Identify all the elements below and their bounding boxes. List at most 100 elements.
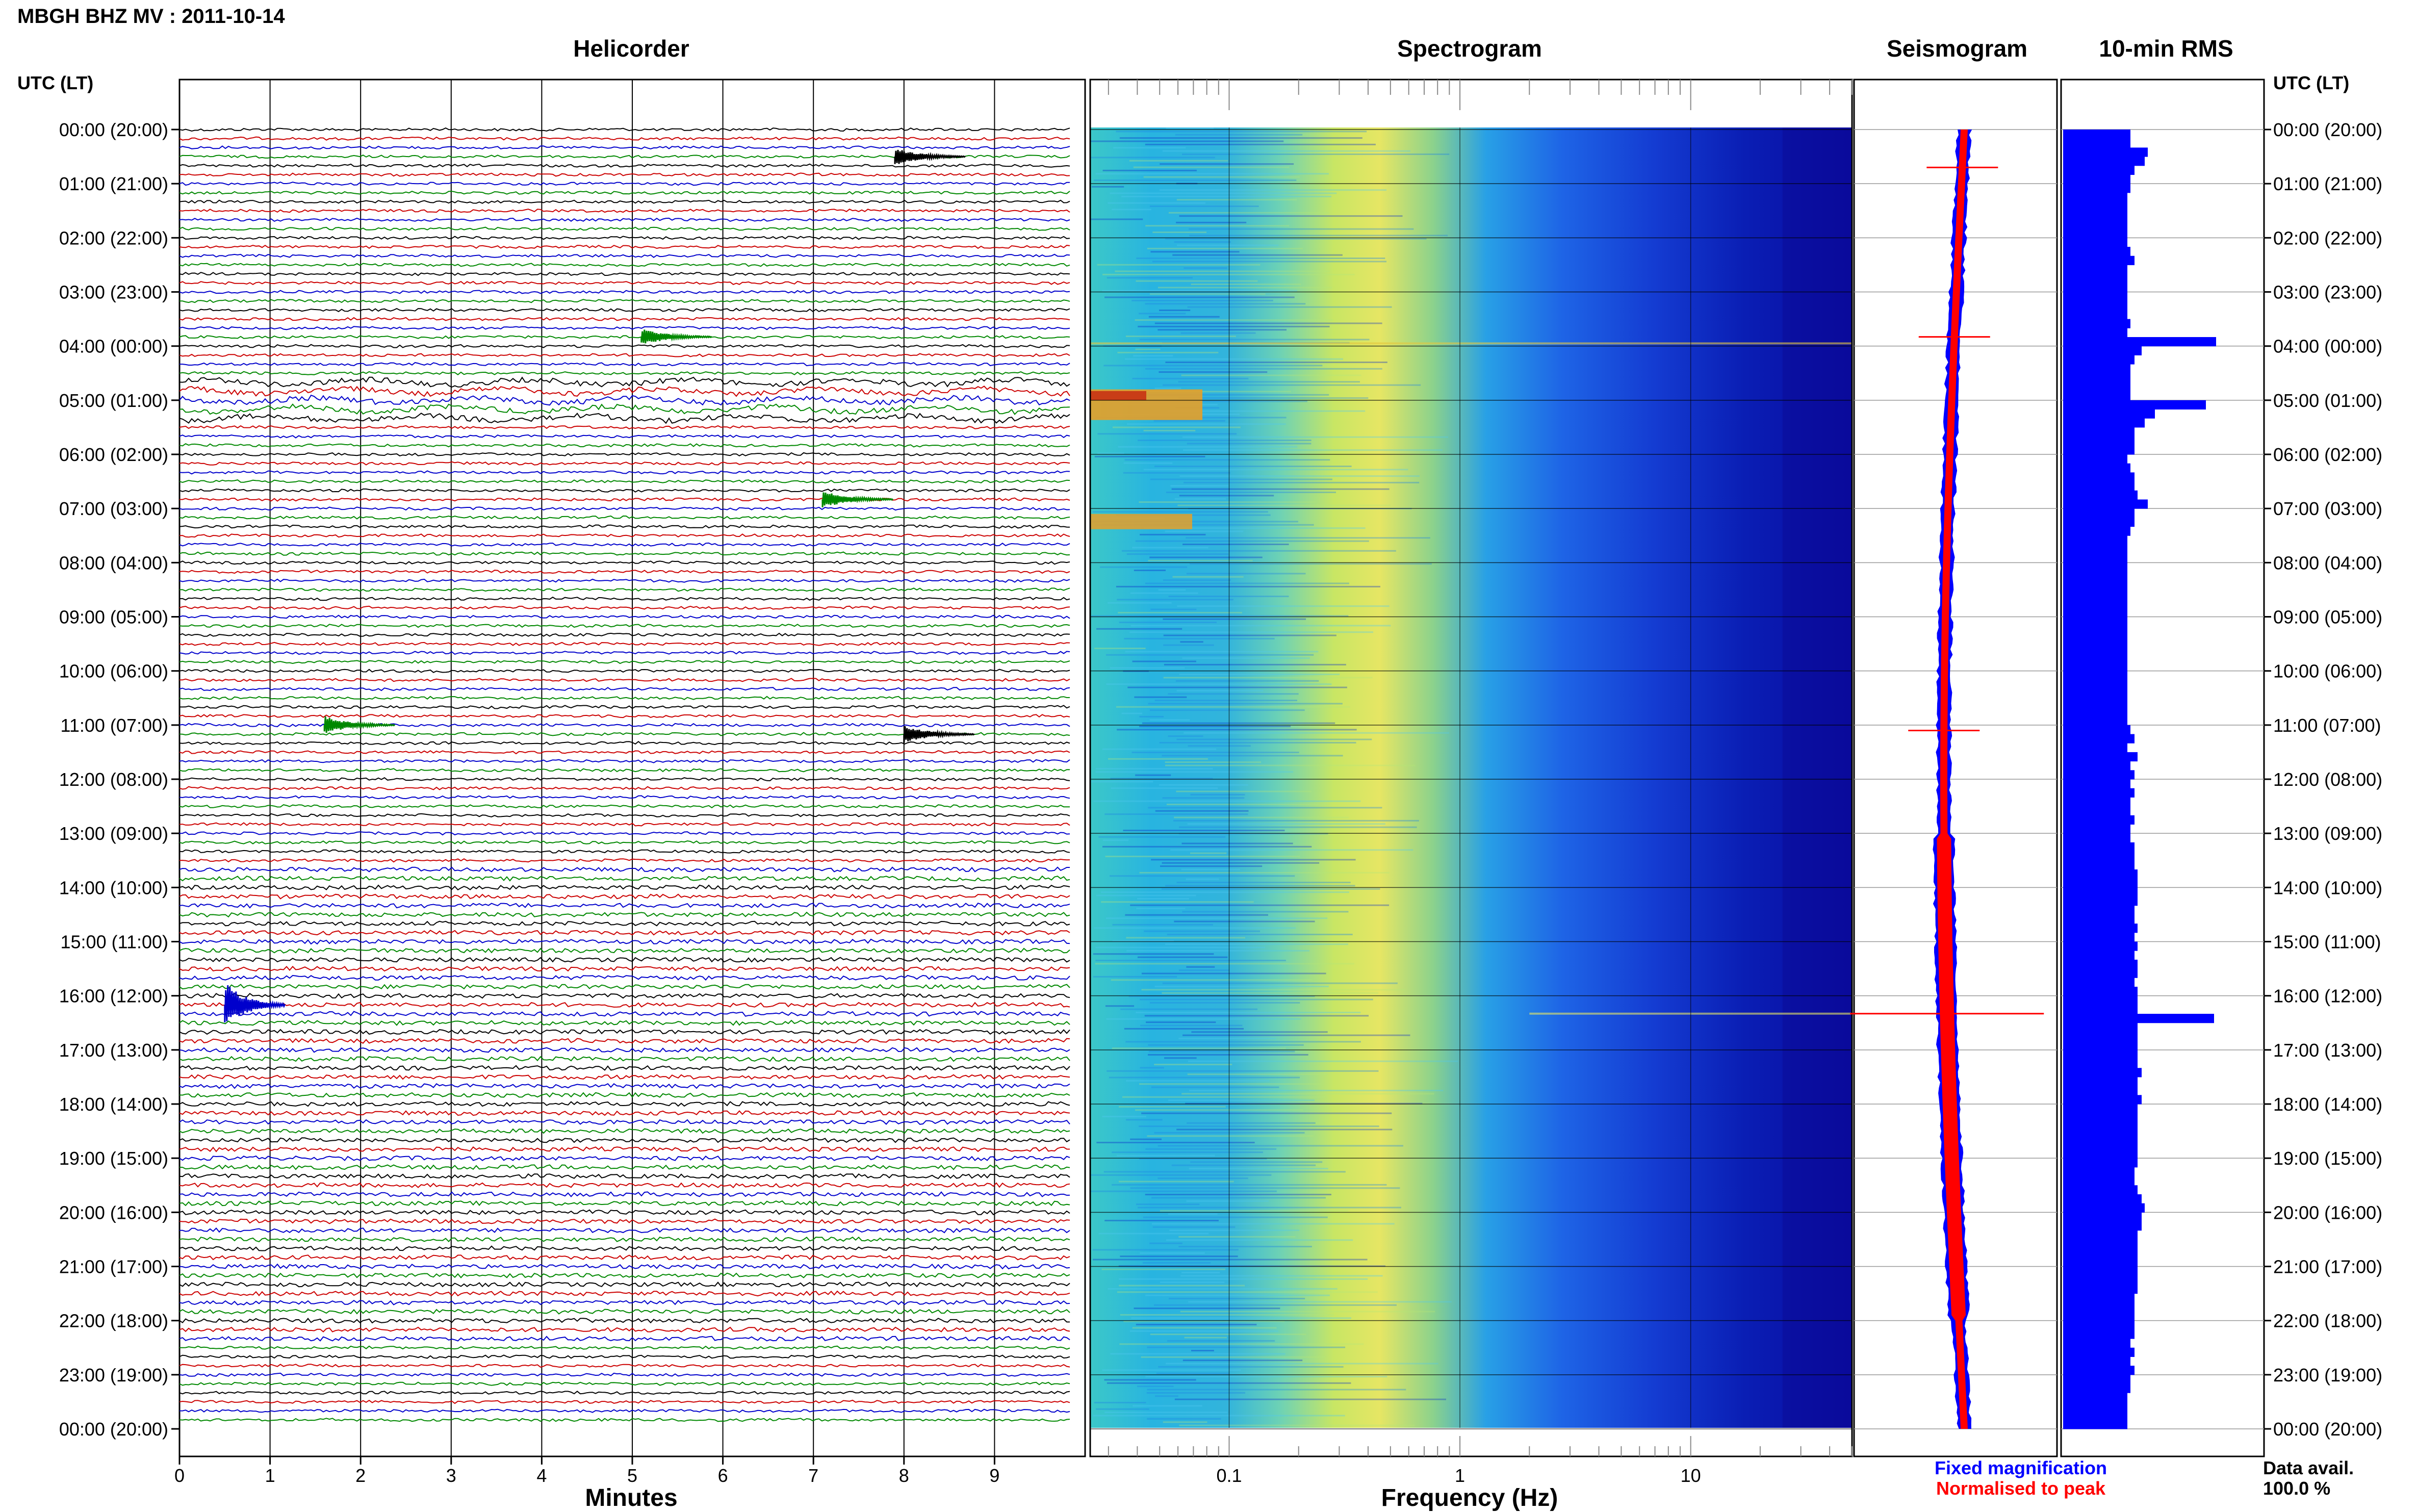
rms-bar [2063, 815, 2135, 825]
spectrogram-texture [1119, 1106, 1226, 1108]
spectrogram-texture [1139, 715, 1164, 717]
helicorder-trace [179, 651, 1070, 655]
spectrogram-texture [1182, 657, 1310, 659]
rms-bar [2063, 1158, 2138, 1168]
helicorder-trace [179, 660, 1070, 664]
spectrogram-texture [1092, 511, 1268, 513]
time-label-left: 10:00 (06:00) [59, 661, 168, 682]
spectrogram-tick-label: 10 [1681, 1465, 1701, 1486]
helicorder-trace [179, 1074, 1070, 1080]
time-label-right: 05:00 (01:00) [2273, 390, 2382, 411]
data-availability-label: Data avail. [2263, 1457, 2354, 1478]
spectrogram-texture [1147, 1418, 1221, 1420]
spectrogram-texture [1139, 726, 1291, 727]
spectrogram-texture [1165, 238, 1427, 240]
time-label-right: 14:00 (10:00) [2273, 877, 2382, 898]
spectrogram-texture [1152, 232, 1207, 233]
rms-bar [2063, 355, 2135, 365]
spectrogram-texture [1118, 446, 1297, 448]
helicorder-trace [179, 957, 1070, 963]
helicorder-trace [179, 209, 1070, 213]
helicorder-trace [179, 642, 1070, 646]
spectrogram-texture [1174, 498, 1226, 500]
spectrogram-texture [1182, 1360, 1303, 1362]
spectrogram-texture [1178, 1236, 1296, 1238]
spectrogram-texture [1165, 764, 1416, 766]
helicorder-trace [179, 884, 1070, 891]
spectrogram-texture [1127, 423, 1286, 425]
helicorder-trace [179, 280, 1070, 285]
rms-panel [2060, 79, 2265, 1457]
spectrogram-texture [1148, 316, 1220, 318]
helicorder-trace [179, 452, 1070, 457]
helicorder-trace [179, 1272, 1070, 1278]
spectrogram-texture [1189, 1168, 1328, 1169]
helicorder-trace [179, 1263, 1070, 1270]
time-label-left: 01:00 (21:00) [59, 173, 168, 194]
helicorder-trace [179, 1137, 1070, 1143]
helicorder-trace [179, 1309, 1070, 1315]
spectrogram-texture [1149, 1242, 1182, 1244]
rms-bar [2063, 1212, 2142, 1222]
spectrogram-texture [1098, 836, 1226, 838]
right-axis-label: UTC (LT) [2273, 72, 2350, 93]
rms-bar [2063, 1366, 2135, 1375]
spectrogram-texture [1126, 553, 1229, 555]
spectrogram-texture [1091, 781, 1153, 783]
helicorder-trace [179, 376, 1070, 388]
spectrogram-texture [1136, 280, 1258, 282]
spectrogram-texture [1142, 1262, 1211, 1264]
time-label-right: 12:00 (08:00) [2273, 769, 2382, 790]
time-label-left: 11:00 (07:00) [61, 715, 168, 736]
spectrogram-texture [1095, 767, 1213, 770]
helicorder-event [903, 726, 975, 744]
spectrogram-texture [1186, 1200, 1269, 1202]
rms-bar [2063, 364, 2130, 374]
helicorder-trace [179, 813, 1070, 817]
helicorder-trace [179, 335, 1070, 339]
spectrogram-texture [1167, 1340, 1275, 1342]
spectrogram-hotspot [1090, 514, 1192, 529]
helicorder-trace [179, 181, 1070, 186]
spectrogram-texture [1102, 290, 1297, 292]
rms-bar [2063, 644, 2127, 653]
spectrogram-texture [1125, 1041, 1361, 1043]
helicorder-trace [179, 1399, 1070, 1404]
spectrogram-texture [1151, 1223, 1395, 1225]
rms-bar [2063, 400, 2206, 410]
helicorder-trace [179, 786, 1070, 790]
spectrogram-texture [1148, 807, 1382, 809]
spectrogram-texture [1126, 394, 1329, 396]
spectrogram-texture [1107, 1070, 1379, 1072]
rms-bar [2063, 924, 2138, 933]
rms-bar [2063, 535, 2127, 545]
spectrogram-texture [1102, 169, 1197, 171]
time-label-right: 09:00 (05:00) [2273, 607, 2382, 628]
spectrogram-texture [1164, 663, 1346, 665]
spectrogram-highfreq-band [1782, 127, 1852, 1428]
spectrogram-texture [1130, 904, 1390, 906]
spectrogram-title: Spectrogram [1397, 35, 1542, 62]
spectrogram-texture [1174, 1398, 1446, 1400]
spectrogram-texture [1160, 163, 1294, 165]
spectrogram-texture [1094, 455, 1205, 457]
time-label-right: 07:00 (03:00) [2273, 498, 2382, 519]
time-label-right: 15:00 (11:00) [2273, 932, 2381, 953]
spectrogram-texture [1159, 310, 1191, 311]
spectrogram-texture [1133, 391, 1291, 393]
helicorder-trace [179, 1200, 1070, 1207]
spectrogram-texture [1109, 1077, 1300, 1079]
rms-bar [2063, 1194, 2142, 1204]
legend-normalised-to-peak: Normalised to peak [1936, 1478, 2106, 1499]
spectrogram-texture [1190, 1161, 1323, 1163]
helicorder-trace [179, 1011, 1070, 1017]
rms-bar [2063, 544, 2127, 554]
helicorder-trace [179, 542, 1070, 547]
rms-bar [2063, 788, 2135, 798]
spectrogram-texture [1093, 800, 1361, 802]
spectrogram-texture [1139, 313, 1186, 315]
helicorder-trace [179, 759, 1070, 763]
helicorder-trace [179, 678, 1070, 682]
spectrogram-texture [1126, 1080, 1270, 1082]
rms-bar [2063, 653, 2127, 662]
